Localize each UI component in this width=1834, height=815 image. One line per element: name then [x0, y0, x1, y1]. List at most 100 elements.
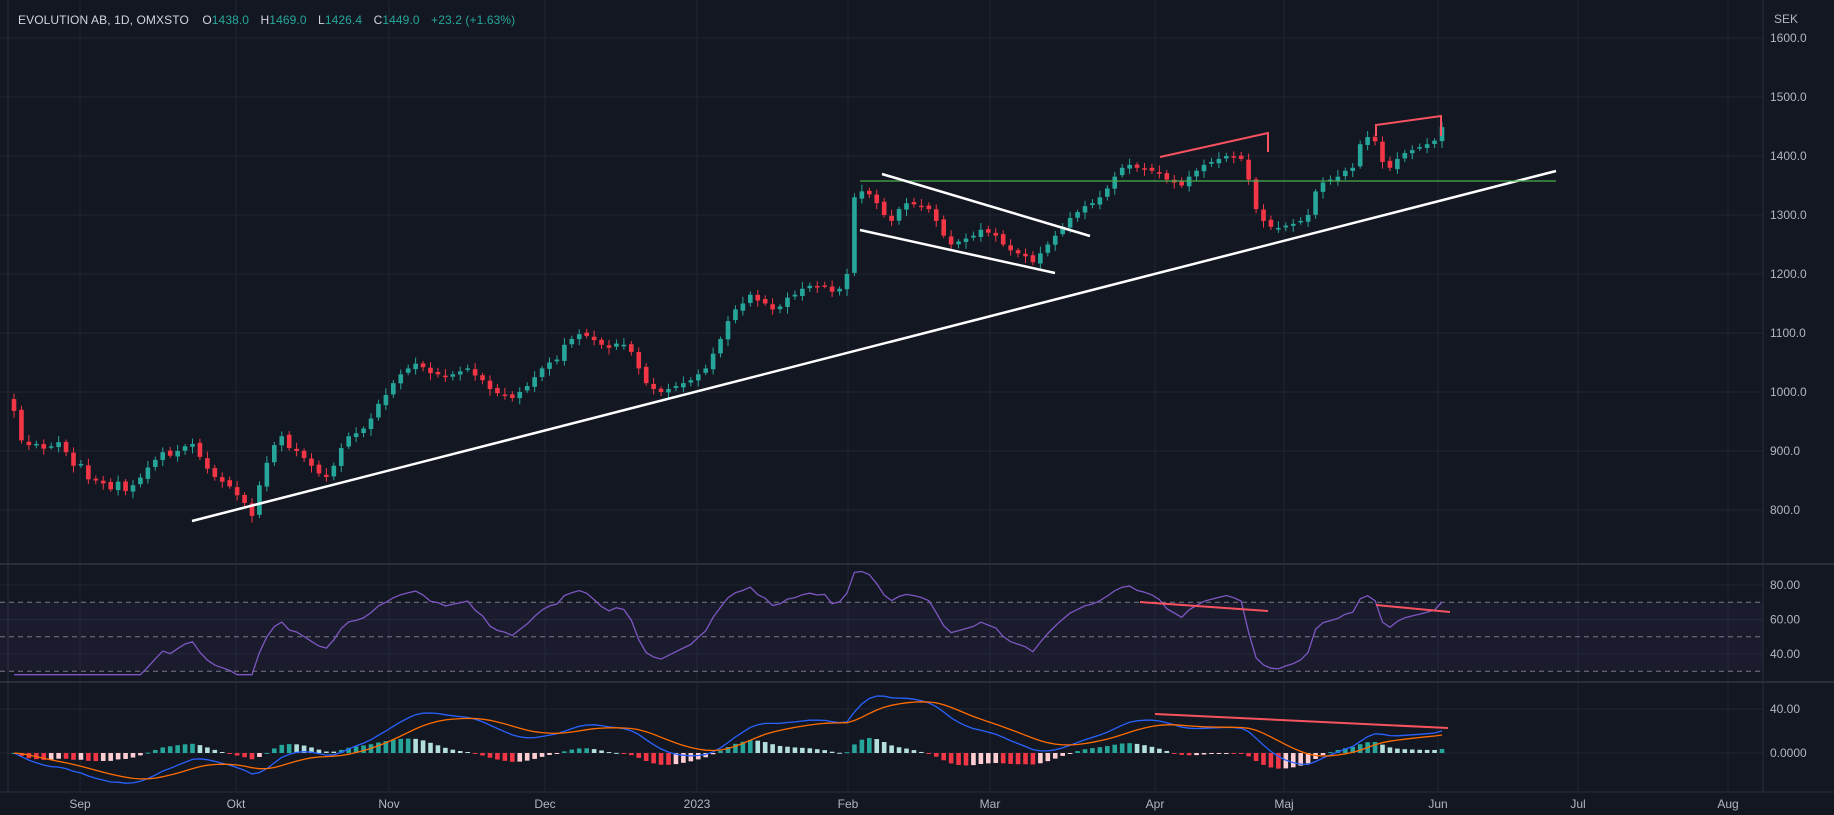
candle-body: [591, 336, 597, 341]
candle-body: [368, 418, 374, 430]
macd-histogram-bar: [1320, 753, 1326, 756]
candle-body: [1127, 164, 1132, 169]
symbol-label[interactable]: EVOLUTION AB, 1D, OMXSTO: [18, 13, 189, 27]
macd-histogram-bar: [1090, 748, 1095, 753]
candle-body: [145, 467, 151, 479]
macd-histogram-bar: [629, 753, 634, 756]
macd-histogram-bar: [718, 750, 723, 753]
macd-histogram-bar: [1023, 753, 1028, 765]
candle-body: [249, 503, 255, 516]
macd-histogram-bar: [1380, 744, 1385, 753]
candle-body: [859, 191, 865, 199]
macd-histogram-bar: [1246, 753, 1251, 757]
candle-body: [733, 309, 738, 321]
candle-body: [182, 446, 188, 451]
macd-histogram-bar: [1328, 752, 1333, 754]
macd-histogram-bar: [926, 753, 932, 754]
candle-body: [1224, 156, 1229, 159]
macd-histogram-bar: [896, 747, 902, 753]
candle-body: [272, 445, 277, 463]
candle-body: [867, 190, 872, 195]
candle-body: [792, 294, 798, 297]
time-tick-label: Sep: [69, 797, 91, 811]
candle-body: [138, 477, 143, 485]
candle-body: [978, 229, 984, 237]
candle-body: [1417, 147, 1422, 149]
macd-histogram-bar: [584, 748, 589, 753]
price-axis[interactable]: 1600.0 1500.0 1400.0 1300.0 1200.0 1100.0 1000…: [1770, 31, 1807, 760]
candle-body: [1313, 191, 1318, 215]
rsi-tick-label: 60.00: [1770, 613, 1800, 627]
candle-body: [487, 380, 493, 390]
candle-body: [770, 304, 775, 310]
candle-body: [301, 450, 307, 459]
macd-histogram-bar: [405, 738, 411, 753]
candle-body: [1350, 167, 1356, 171]
candle-body: [71, 452, 76, 466]
candle-body: [1082, 206, 1088, 213]
candle-body: [1402, 153, 1408, 159]
macd-histogram-bar: [524, 753, 530, 761]
macd-histogram-bar: [272, 748, 277, 753]
macd-histogram-bar: [1000, 753, 1006, 764]
close-value: 1449.0: [382, 13, 420, 27]
macd-histogram-bar: [175, 745, 180, 753]
macd-histogram-bar: [1343, 748, 1348, 753]
candle-body: [100, 480, 106, 484]
candle-body: [115, 481, 121, 491]
time-tick-label: Mar: [980, 797, 1001, 811]
candle-body: [443, 375, 448, 378]
candle-body: [554, 359, 560, 362]
macd-histogram-bar: [971, 753, 976, 766]
macd-histogram-bar: [881, 742, 887, 753]
macd-histogram-bar: [309, 747, 314, 753]
candle-body: [740, 303, 746, 311]
macd-histogram-bar: [160, 747, 166, 753]
candle-body: [777, 306, 783, 310]
candle-body: [1320, 182, 1326, 192]
macd-histogram-bar: [1224, 753, 1229, 754]
candle-body: [658, 388, 664, 392]
candle-body: [376, 403, 381, 418]
macd-histogram-bar: [1149, 746, 1155, 753]
candle-body: [234, 487, 240, 496]
macd-histogram-bar: [48, 753, 54, 760]
macd-histogram-bar: [1052, 753, 1058, 759]
rsi-divergence-line: [1375, 604, 1451, 613]
macd-histogram-bar: [755, 740, 761, 753]
macd-histogram-bar: [428, 742, 433, 753]
macd-histogram-bar: [673, 753, 679, 765]
candle-body: [1105, 188, 1110, 197]
candle-body: [1045, 244, 1051, 253]
macd-histogram-bar: [1038, 753, 1043, 764]
macd-histogram-bar: [115, 753, 121, 760]
candle-body: [941, 219, 946, 236]
macd-histogram-bar: [153, 749, 158, 753]
candle-body: [547, 362, 552, 369]
macd-histogram-bar: [822, 750, 827, 753]
macd-histogram-bar: [1253, 753, 1259, 762]
candle-body: [1149, 167, 1155, 171]
candle-body: [167, 450, 173, 456]
macd-histogram-bar: [1008, 753, 1013, 764]
macd-histogram-bar: [316, 749, 322, 753]
candle-body: [1305, 215, 1311, 222]
time-axis[interactable]: Sep Okt Nov Dec 2023 Feb Mar Apr Maj Jun Jul Aug: [69, 797, 1738, 811]
macd-histogram-bar: [636, 753, 642, 758]
macd-histogram-bar: [279, 744, 285, 753]
macd-histogram-bar: [539, 753, 545, 757]
macd-histogram-bar: [71, 753, 76, 760]
macd-histogram-bar: [1402, 749, 1408, 753]
candle-body: [1298, 220, 1303, 223]
macd-histogram-bar: [205, 747, 210, 753]
rsi-divergence-line: [1139, 601, 1269, 612]
price-tick-label: 1600.0: [1770, 31, 1807, 45]
macd-histogram-bar: [1075, 751, 1080, 753]
candle-body: [242, 495, 247, 503]
candle-body: [1276, 227, 1281, 230]
candle-body: [1409, 150, 1415, 154]
candle-body: [1038, 253, 1043, 264]
candle-body: [576, 334, 582, 340]
